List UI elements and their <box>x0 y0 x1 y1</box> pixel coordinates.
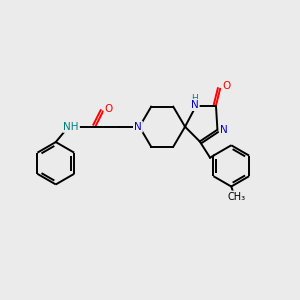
Text: H: H <box>191 94 198 103</box>
Text: CH₃: CH₃ <box>227 191 246 202</box>
Text: N: N <box>220 125 228 135</box>
Text: O: O <box>105 104 113 114</box>
Text: N: N <box>191 100 199 110</box>
Text: N: N <box>134 122 142 132</box>
Text: O: O <box>222 80 230 91</box>
Text: NH: NH <box>63 122 79 132</box>
